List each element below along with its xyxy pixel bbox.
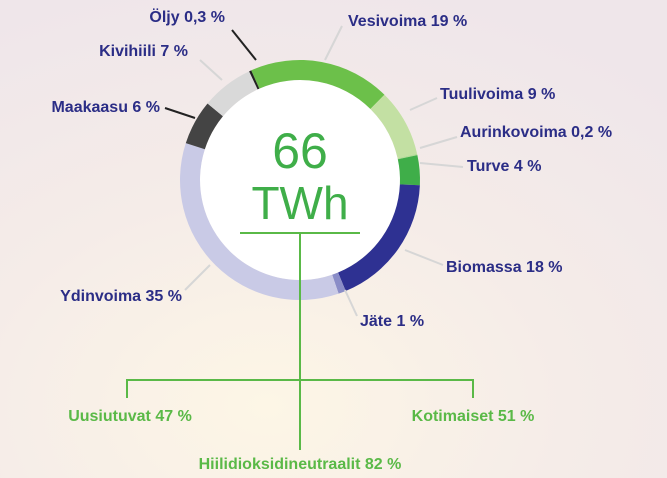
total-unit: TWh [251, 177, 348, 229]
value-label: 4 % [514, 158, 542, 175]
category-name: Tuulivoima [440, 86, 523, 103]
category-name: Jäte [360, 313, 392, 330]
value-label: 9 % [528, 86, 556, 103]
value-label: 0,2 % [571, 124, 612, 141]
summary-label: Kotimaiset 51 % [412, 408, 535, 425]
segment-label: Ydinvoima 35 % [60, 288, 182, 305]
value-label: 6 % [132, 99, 160, 116]
total-value: 66 [272, 123, 328, 179]
category-name: Aurinkovoima [460, 124, 567, 141]
segment-label: Vesivoima 19 % [348, 13, 467, 30]
summary-value: 51 % [498, 408, 534, 425]
value-label: 35 % [146, 288, 182, 305]
segment-label: Kivihiili 7 % [99, 43, 188, 60]
chart: Vesivoima 19 % Tuulivoima 9 % Aurinkovoima… [0, 0, 667, 478]
segment-label: Tuulivoima 9 % [440, 86, 555, 103]
value-label: 19 % [431, 13, 467, 30]
segment-label: Aurinkovoima 0,2 % [460, 124, 612, 141]
category-name: Biomassa [446, 259, 522, 276]
value-label: 7 % [160, 43, 188, 60]
category-name: Öljy [149, 7, 179, 26]
segment-label: Maakaasu 6 % [51, 99, 160, 116]
donut-segment [398, 155, 420, 185]
segment-label: Biomassa 18 % [446, 259, 563, 276]
summary-name: Hiilidioksidineutraalit [199, 456, 361, 473]
segment-label: Turve 4 % [467, 158, 541, 175]
segment-label: Öljy 0,3 % [149, 7, 225, 26]
category-name: Vesivoima [348, 13, 426, 30]
segment-label: Jäte 1 % [360, 313, 424, 330]
category-name: Maakaasu [51, 99, 128, 116]
summary-name: Uusiutuvat [68, 408, 151, 425]
summary-label: Uusiutuvat 47 % [68, 408, 192, 425]
value-label: 18 % [526, 259, 562, 276]
value-label: 1 % [396, 313, 424, 330]
value-label: 0,3 % [184, 9, 225, 26]
category-name: Kivihiili [99, 43, 156, 60]
summary-value: 47 % [155, 408, 191, 425]
category-name: Ydinvoima [60, 288, 141, 305]
summary-name: Kotimaiset [412, 408, 494, 425]
category-name: Turve [467, 158, 509, 175]
summary-value: 82 % [365, 456, 401, 473]
summary-label: Hiilidioksidineutraalit 82 % [199, 456, 402, 473]
